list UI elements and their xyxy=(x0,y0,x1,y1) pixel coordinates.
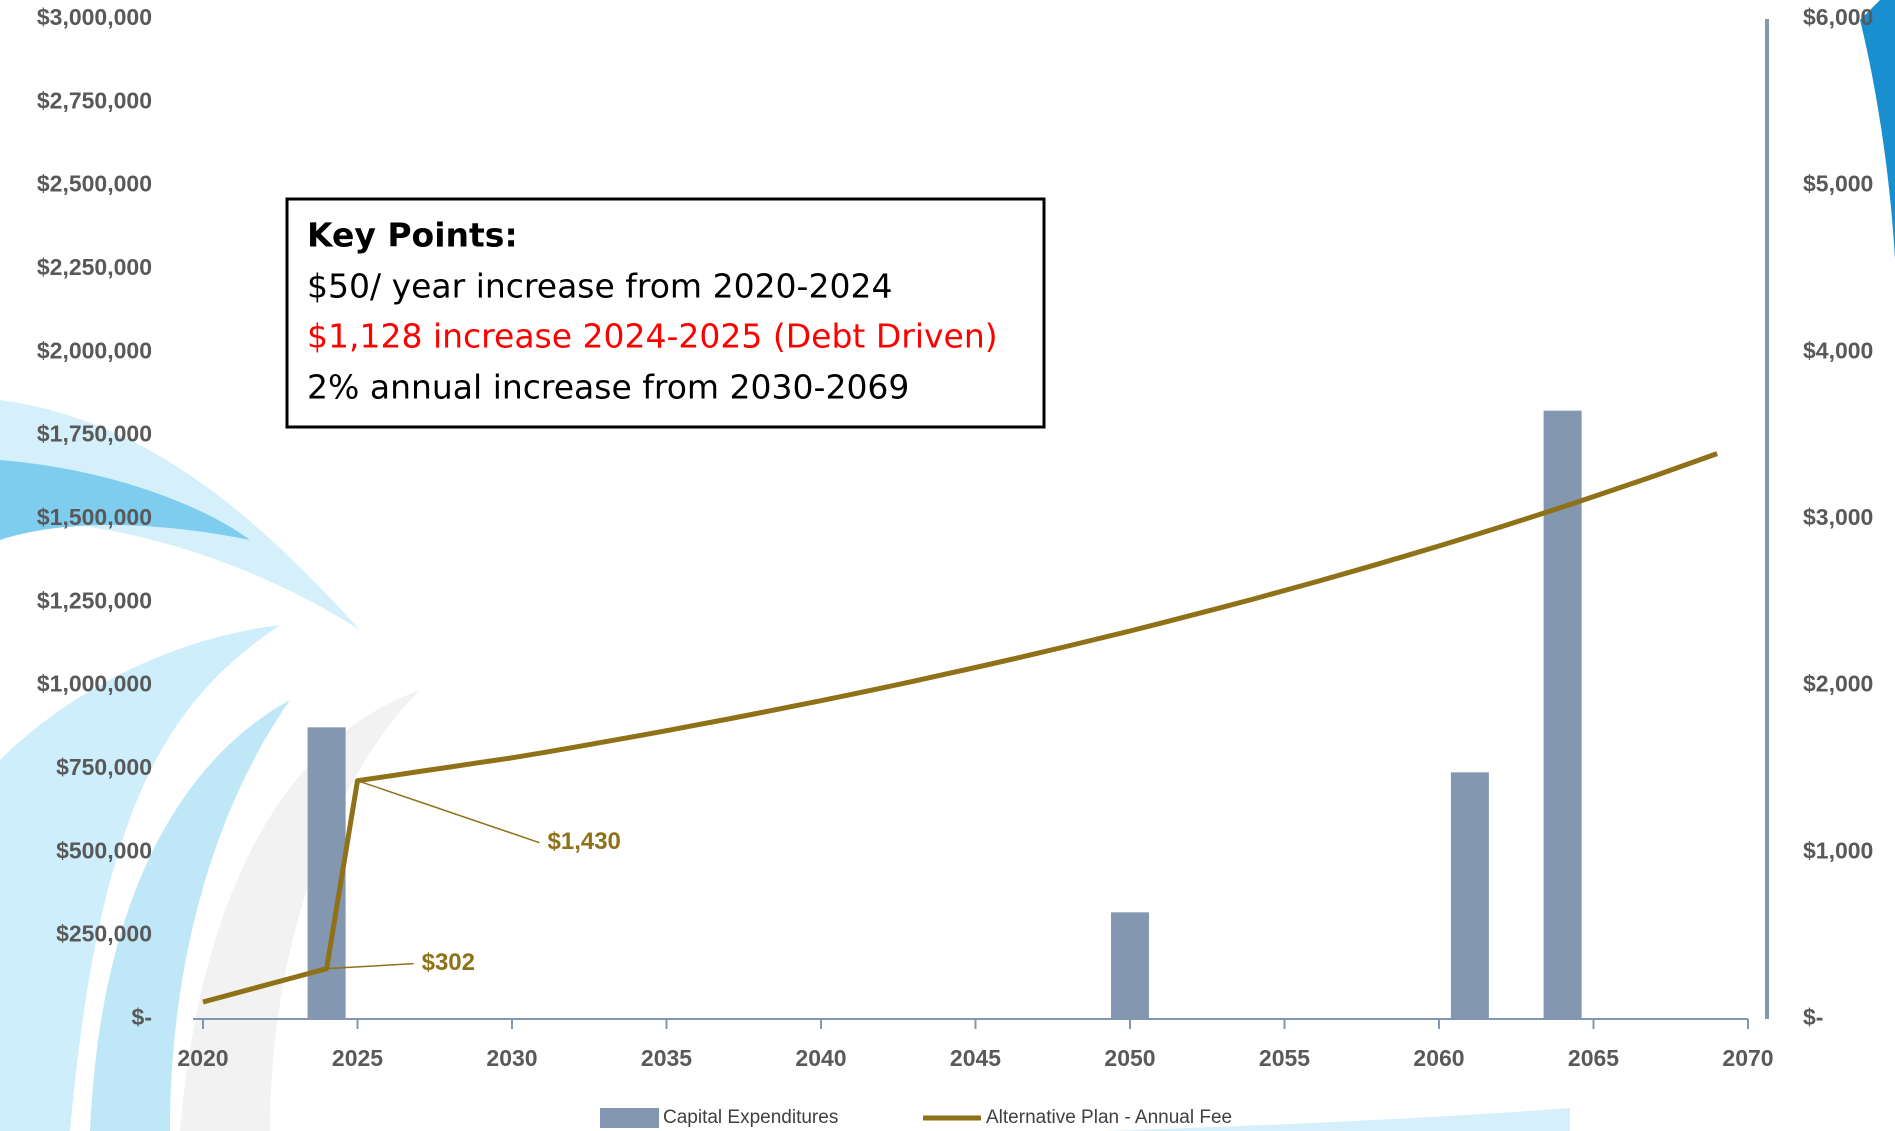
x-tick-label: 2055 xyxy=(1259,1045,1310,1071)
y-tick-label: $2,750,000 xyxy=(37,87,152,113)
y-tick-label: $250,000 xyxy=(56,921,152,947)
y2-tick-label: $4,000 xyxy=(1803,337,1873,363)
bar xyxy=(1111,912,1149,1019)
y2-tick-label: $1,000 xyxy=(1803,837,1873,863)
x-tick-label: 2070 xyxy=(1722,1045,1773,1071)
y-tick-label: $1,750,000 xyxy=(37,421,152,447)
y-tick-label: $2,500,000 xyxy=(37,171,152,197)
y-tick-label: $750,000 xyxy=(56,754,152,780)
y2-tick-label: $6,000 xyxy=(1803,4,1873,30)
x-tick-label: 2025 xyxy=(332,1045,383,1071)
y-tick-label: $1,000,000 xyxy=(37,671,152,697)
annotation-label: $1,430 xyxy=(548,828,621,855)
legend-label: Capital Expenditures xyxy=(663,1107,838,1128)
x-tick-label: 2045 xyxy=(950,1045,1001,1071)
key-points-box: Key Points: $50/ year increase from 2020… xyxy=(285,197,1046,429)
x-tick-label: 2050 xyxy=(1104,1045,1155,1071)
legend-swatch xyxy=(600,1108,659,1128)
x-tick-label: 2040 xyxy=(795,1045,846,1071)
key-line: $50/ year increase from 2020-2024 xyxy=(307,267,892,306)
y-tick-label: $1,250,000 xyxy=(37,587,152,613)
fee-line xyxy=(202,451,1718,1005)
annotation-label: $302 xyxy=(422,949,475,976)
x-tick-label: 2020 xyxy=(177,1045,228,1071)
x-tick-label: 2035 xyxy=(641,1045,692,1071)
x-tick-label: 2060 xyxy=(1413,1045,1464,1071)
y2-tick-label: $- xyxy=(1803,1004,1823,1030)
y-tick-label: $3,000,000 xyxy=(37,4,152,30)
y2-tick-label: $2,000 xyxy=(1803,671,1873,697)
key-title: Key Points: xyxy=(307,216,518,255)
key-box xyxy=(285,197,1046,429)
annotation-leader xyxy=(357,779,540,844)
y2-tick-label: $5,000 xyxy=(1803,171,1873,197)
y-tick-label: $500,000 xyxy=(56,837,152,863)
y2-tick-label: $3,000 xyxy=(1803,504,1873,530)
key-line: $1,128 increase 2024-2025 (Debt Driven) xyxy=(307,317,998,356)
bar xyxy=(1450,772,1489,1019)
legend-label: Alternative Plan - Annual Fee xyxy=(986,1107,1232,1128)
y-tick-label: $2,000,000 xyxy=(37,337,152,363)
y-tick-label: $2,250,000 xyxy=(37,254,152,280)
y-tick-label: $1,500,000 xyxy=(37,504,152,530)
annotation-leader xyxy=(326,962,414,970)
key-line: 2% annual increase from 2030-2069 xyxy=(307,368,909,407)
x-tick-label: 2065 xyxy=(1568,1045,1619,1071)
y-tick-label: $- xyxy=(132,1004,152,1030)
x-tick-label: 2030 xyxy=(486,1045,537,1071)
